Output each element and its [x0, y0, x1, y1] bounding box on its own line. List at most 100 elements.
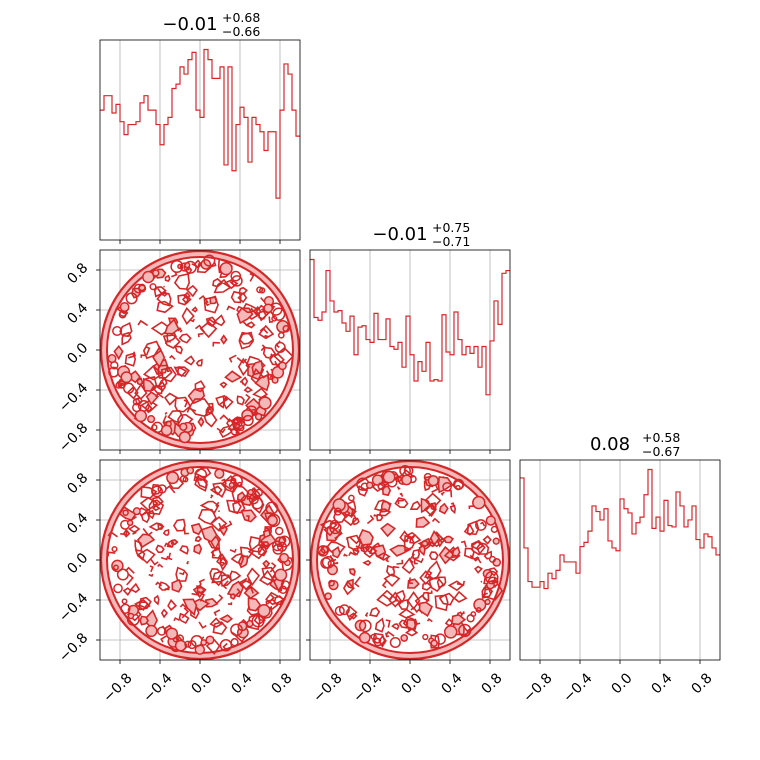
title-plus: +0.58 [642, 430, 680, 445]
contour-blob [273, 346, 294, 367]
contour-segment [160, 555, 169, 561]
y-tick-label: −0.4 [56, 590, 91, 625]
contour-segment [355, 545, 365, 551]
contour-blob [434, 594, 449, 612]
rim-contour [354, 619, 367, 632]
contour-segment [480, 521, 486, 527]
contour-segment [213, 609, 221, 617]
contour-segment [456, 580, 465, 586]
rim-contour [274, 568, 288, 582]
rim-contour [280, 580, 291, 590]
contour-blob [357, 485, 369, 497]
contour-blob [262, 559, 271, 569]
contour-segment [239, 380, 244, 385]
rim-contour [320, 557, 332, 569]
panel-title-2: 0.08 +0.58−0.67 [590, 430, 680, 459]
rim-contour [230, 427, 239, 436]
contour-segment [416, 608, 423, 614]
contour-segment [469, 554, 480, 562]
rim-contour [358, 631, 371, 644]
rim-contour [401, 474, 413, 486]
contour-segment [353, 576, 362, 588]
contour-segment [191, 590, 200, 596]
contour-blob [216, 553, 228, 567]
rim-contour [230, 638, 239, 647]
rim-contour [230, 623, 243, 637]
contour-blob [218, 614, 234, 624]
contour-segment [140, 354, 146, 358]
contour-blob [209, 567, 223, 580]
rim-contour [389, 636, 401, 649]
contour-blob [248, 536, 266, 553]
y-tick-label: −0.8 [56, 630, 91, 665]
x-tick-label: −0.8 [520, 670, 555, 705]
contour-segment [186, 560, 190, 565]
contour-blob [438, 545, 455, 565]
contour-blob [175, 566, 189, 582]
contour-segment [405, 539, 409, 543]
density-contours [310, 460, 510, 660]
rim-contour [126, 519, 134, 527]
contour-blob [160, 608, 169, 619]
contour-blob [378, 508, 392, 517]
contour-blob [134, 539, 143, 552]
contour-blob [342, 580, 355, 596]
rim-contour [271, 376, 279, 384]
contour-blob [191, 306, 198, 313]
contour-segment [385, 619, 391, 628]
contour-blob [194, 380, 206, 393]
contour-segment [408, 553, 415, 564]
contour-blob [463, 523, 475, 536]
contour-segment [196, 583, 202, 588]
rim-contour [475, 519, 487, 531]
contour-segment [427, 590, 433, 595]
rim-contour [123, 382, 135, 394]
rim-contour [256, 286, 264, 294]
contour-segment [120, 530, 128, 536]
contour-segment [264, 525, 273, 531]
contour-segment [137, 319, 149, 327]
contour-segment [408, 535, 414, 541]
contour-blob [378, 634, 387, 648]
contour-blob [199, 500, 220, 514]
contour-blob [220, 334, 228, 345]
contour-blob [246, 567, 261, 587]
contour-blob [171, 578, 183, 593]
contour-blob [229, 593, 237, 600]
rim-contour [184, 640, 192, 648]
contour-blob [157, 522, 165, 530]
contour-blob [483, 579, 504, 601]
histogram-step-0 [100, 48, 300, 199]
rim-contour [149, 283, 157, 291]
contour-blob [402, 616, 418, 631]
contour-blob [383, 573, 401, 588]
contour-blob [172, 518, 186, 532]
contour-segment [149, 558, 159, 566]
rim-contour [427, 475, 439, 487]
pair-panel-1: −0.8 −0.4 0.0 0.4 0.8−0.8−0.40.00.40.8 [56, 459, 301, 706]
contour-blob [163, 318, 180, 335]
rim-contour [278, 361, 287, 371]
contour-blob [196, 586, 206, 594]
contour-blob [375, 552, 391, 561]
rim-contour [230, 270, 242, 282]
contour-blob [374, 617, 385, 633]
rim-contour [107, 354, 117, 364]
rim-contour [276, 320, 290, 334]
contour-blob [148, 522, 165, 532]
rim-contour [170, 259, 184, 274]
contour-segment [426, 542, 436, 548]
rim-contour [151, 424, 158, 431]
contour-blob [177, 366, 190, 377]
contour-segment [157, 287, 167, 296]
rim-contour [203, 254, 216, 267]
contour-segment [413, 558, 418, 565]
contour-blob [444, 618, 455, 627]
contour-segment [191, 262, 202, 269]
contour-segment [165, 340, 171, 345]
y-tick-label: 0.0 [64, 550, 91, 577]
contour-blob [179, 545, 189, 555]
contour-blob [417, 539, 432, 548]
contour-segment [335, 561, 339, 565]
rim-contour [358, 619, 372, 633]
